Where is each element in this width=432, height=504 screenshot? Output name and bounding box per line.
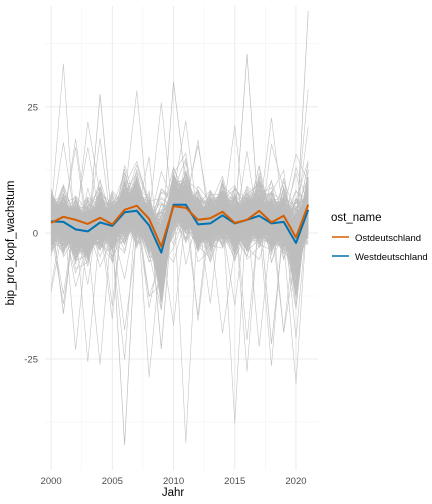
- background-region-lines: [50, 10, 309, 445]
- legend-label-ostdeutschland: Ostdeutschland: [355, 233, 421, 244]
- x-tick-label: 2015: [224, 476, 245, 487]
- series-line-ostdeutschland: [50, 204, 310, 248]
- y-tick-labels: -25 0 25: [24, 102, 38, 365]
- y-tick-label: 0: [33, 228, 38, 239]
- x-axis-title: Jahr: [162, 487, 185, 499]
- legend-label-westdeutschland: Westdeutschland: [355, 252, 428, 263]
- x-tick-label: 2020: [285, 476, 306, 487]
- region-line: [50, 192, 309, 278]
- region-line-outlier: [50, 187, 309, 314]
- x-tick-label: 2010: [163, 476, 184, 487]
- y-tick-label: -25: [24, 355, 38, 366]
- x-tick-label: 2005: [102, 476, 123, 487]
- region-line-outlier: [50, 10, 309, 259]
- legend: ost_name Ostdeutschland Westdeutschland: [331, 212, 428, 263]
- y-axis-title: bip_pro_kopf_wachstum: [5, 181, 17, 306]
- region-line-outlier: [50, 196, 309, 344]
- x-tick-labels: 2000 2005 2010 2015 2020: [41, 476, 307, 487]
- region-line-outlier: [50, 94, 309, 267]
- series-lines: [50, 203, 310, 254]
- x-tick-label: 2000: [41, 476, 62, 487]
- legend-title: ost_name: [331, 212, 382, 224]
- region-line-outlier: [50, 81, 309, 250]
- y-tick-label: 25: [27, 102, 38, 113]
- series-line-westdeutschland: [51, 203, 310, 254]
